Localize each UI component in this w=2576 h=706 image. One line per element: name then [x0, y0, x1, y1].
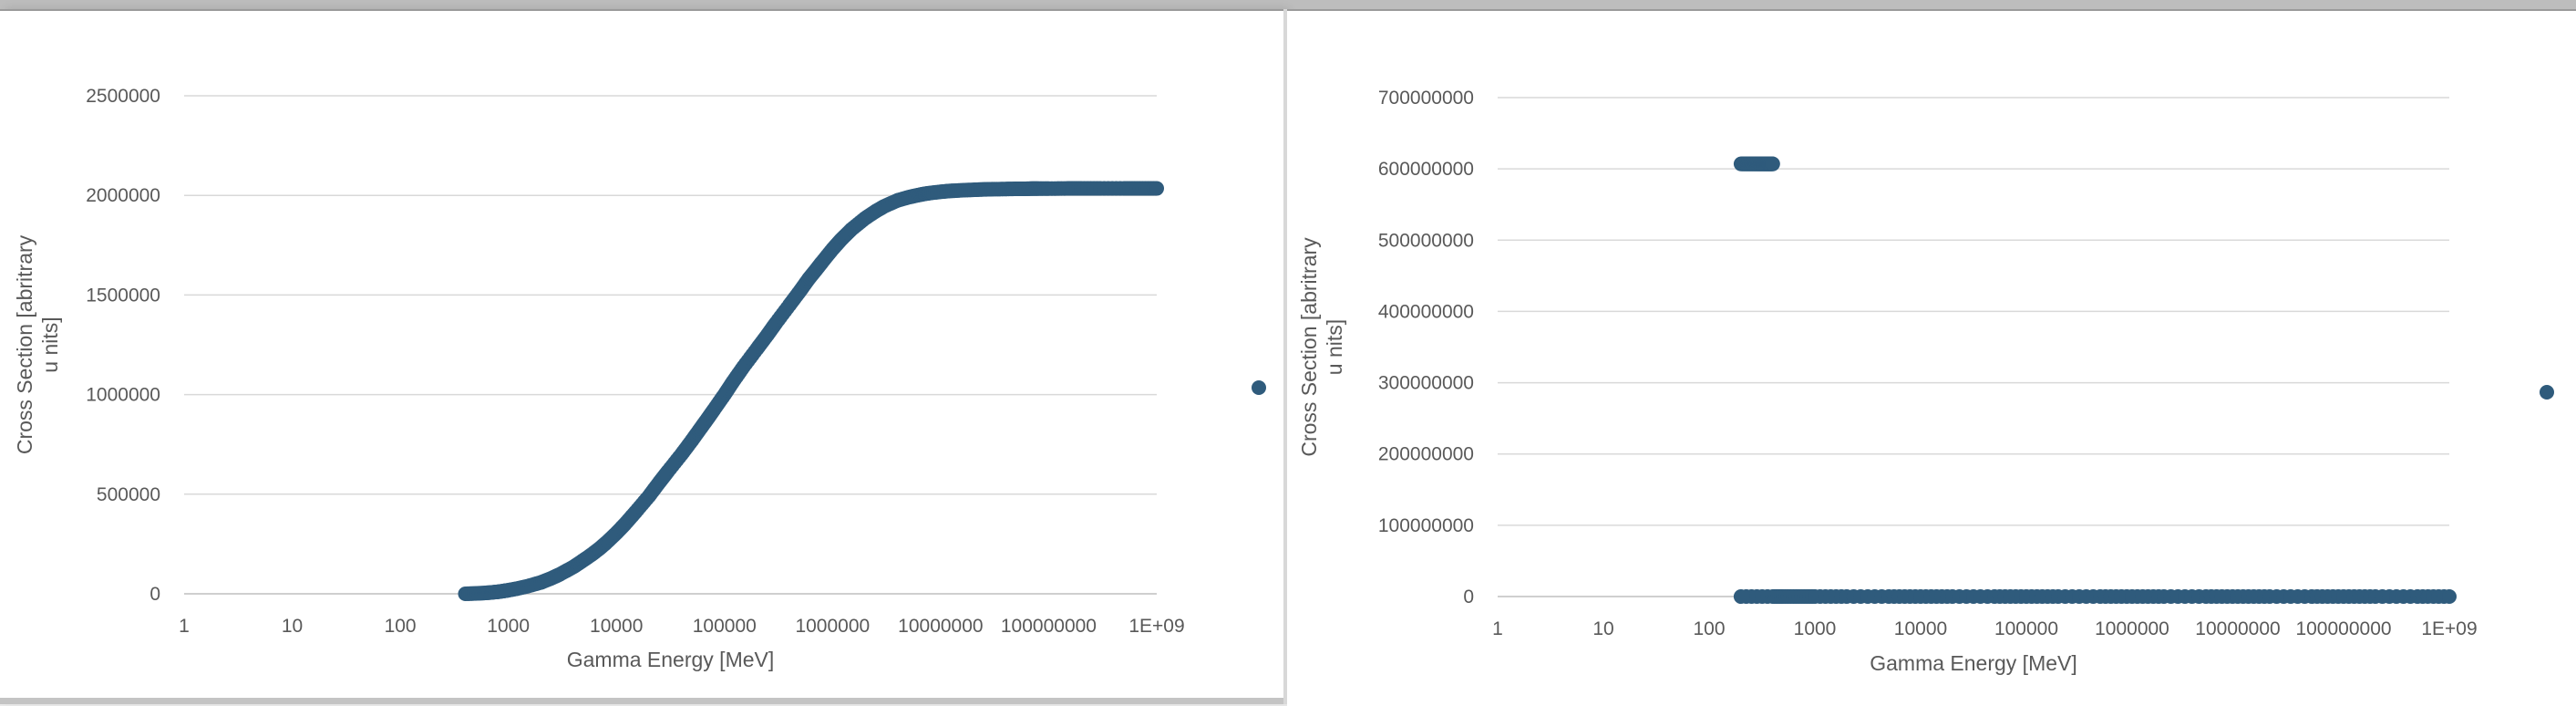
y-tick-label: 1500000	[86, 285, 160, 306]
x-tick-label: 10000000	[898, 616, 983, 637]
x-tick-label: 100000	[1994, 618, 2058, 639]
x-tick-label: 10	[282, 616, 303, 637]
y-tick-label: 0	[1463, 587, 1474, 607]
x-tick-label: 1E+09	[1128, 616, 1184, 637]
y-tick-label: 2000000	[86, 185, 160, 206]
x-tick-label: 1	[1492, 618, 1503, 639]
y-tick-label: 500000000	[1378, 230, 1474, 251]
y-tick-label: 700000000	[1378, 88, 1474, 109]
y-tick-label: 500000	[97, 484, 160, 505]
x-axis-title: Gamma Energy [MeV]	[1870, 651, 2077, 675]
x-tick-label: 100	[1693, 618, 1725, 639]
y-tick-label: 0	[149, 584, 160, 605]
x-tick-label: 10000	[590, 616, 643, 637]
x-tick-label: 100000	[693, 616, 757, 637]
y-tick-label: 100000000	[1378, 515, 1474, 536]
x-tick-label: 1000	[1794, 618, 1837, 639]
y-tick-label: 2500000	[86, 86, 160, 107]
chart-right-svg: 0 100000000 200000000 300000000 400000000 500…	[1297, 88, 2478, 675]
x-tick-label: 10	[1592, 618, 1613, 639]
legend-marker	[1252, 380, 1266, 395]
x-tick-label: 100000000	[1001, 616, 1097, 637]
y-tick-label: 600000000	[1378, 159, 1474, 180]
panel-divider[interactable]	[1283, 9, 1287, 704]
window-top-bar	[0, 0, 2576, 11]
data-point	[2442, 589, 2457, 604]
x-tick-label: 1	[179, 616, 190, 637]
chart-panel-left: 0 500000 1000000 1500000 2000000 2500000 1 10 10…	[0, 9, 1283, 700]
x-tick-label: 100	[385, 616, 417, 637]
y-tick-label: 300000000	[1378, 373, 1474, 394]
y-axis-title: Cross Section [abritraryu nits]	[13, 234, 62, 454]
y-tick-label: 200000000	[1378, 444, 1474, 465]
y-tick-label: 400000000	[1378, 301, 1474, 322]
x-tick-label: 1000000	[795, 616, 870, 637]
x-axis-title: Gamma Energy [MeV]	[567, 648, 775, 671]
x-tick-label: 10000000	[2195, 618, 2280, 639]
x-tick-label: 10000	[1894, 618, 1947, 639]
y-axis-title: Cross Section [abritraryu nits]	[1297, 237, 1346, 457]
chart-left-svg: 0 500000 1000000 1500000 2000000 2500000 1 10 10…	[13, 86, 1185, 671]
data-point	[1149, 181, 1164, 196]
x-tick-label: 1E+09	[2421, 618, 2477, 639]
chart-panel-right: 0 100000000 200000000 300000000 400000000 500…	[1287, 9, 2576, 706]
x-tick-label: 100000000	[2295, 618, 2391, 639]
x-tick-label: 1000	[487, 616, 530, 637]
window-bottom-bar	[0, 698, 1283, 704]
y-tick-label: 1000000	[86, 385, 160, 406]
x-tick-label: 1000000	[2095, 618, 2169, 639]
legend-marker	[2540, 385, 2554, 400]
data-point	[1765, 156, 1780, 171]
